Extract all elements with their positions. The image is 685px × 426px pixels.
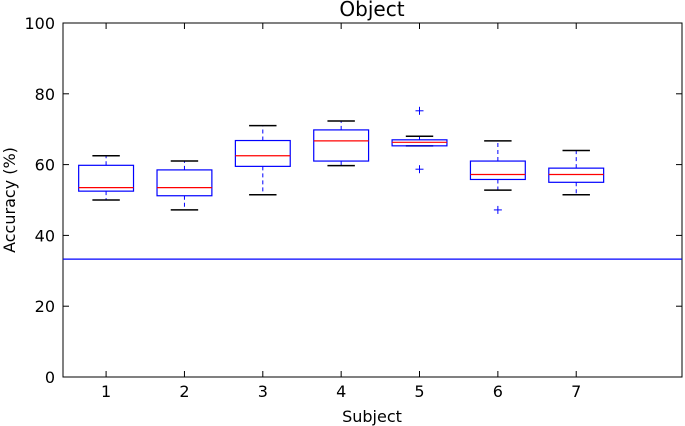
box-iqr	[234, 139, 291, 167]
x-tick-label: 6	[493, 382, 503, 401]
y-tick-label: 80	[35, 85, 55, 104]
box-iqr	[156, 169, 213, 197]
boxplot-subject-1	[78, 155, 135, 201]
y-tick-label: 100	[24, 14, 55, 33]
outlier-marker	[493, 205, 502, 214]
y-tick-label: 0	[45, 368, 55, 387]
y-tick-label: 20	[35, 297, 55, 316]
y-tick-label: 60	[35, 156, 55, 175]
x-tick-label: 7	[571, 382, 581, 401]
outlier-marker	[415, 106, 424, 115]
x-tick-label: 4	[336, 382, 346, 401]
plot-frame	[62, 22, 683, 378]
box-iqr	[313, 129, 370, 162]
x-tick-label: 2	[179, 382, 189, 401]
x-axis-label: Subject	[342, 407, 402, 426]
box-iqr	[548, 167, 605, 183]
boxplot-subject-2	[156, 160, 213, 211]
x-tick-label: 1	[101, 382, 111, 401]
boxplot-subject-6	[469, 140, 526, 214]
plot-area: 0 20 40 60 80 100 1 2 3 4 5 6 7	[24, 14, 683, 401]
x-tick-label: 5	[414, 382, 424, 401]
box-iqr	[78, 164, 135, 192]
outlier-marker	[415, 165, 424, 174]
chart-title: Object	[339, 0, 404, 21]
y-tick-label: 40	[35, 226, 55, 245]
boxplot-subject-5	[391, 106, 448, 174]
boxplot-subject-3	[234, 124, 291, 196]
x-tick-label: 3	[258, 382, 268, 401]
box-iqr	[469, 160, 526, 181]
boxplot-subject-7	[548, 149, 605, 196]
boxplot-subject-4	[313, 120, 370, 167]
y-axis-label: Accuracy (%)	[0, 147, 19, 253]
